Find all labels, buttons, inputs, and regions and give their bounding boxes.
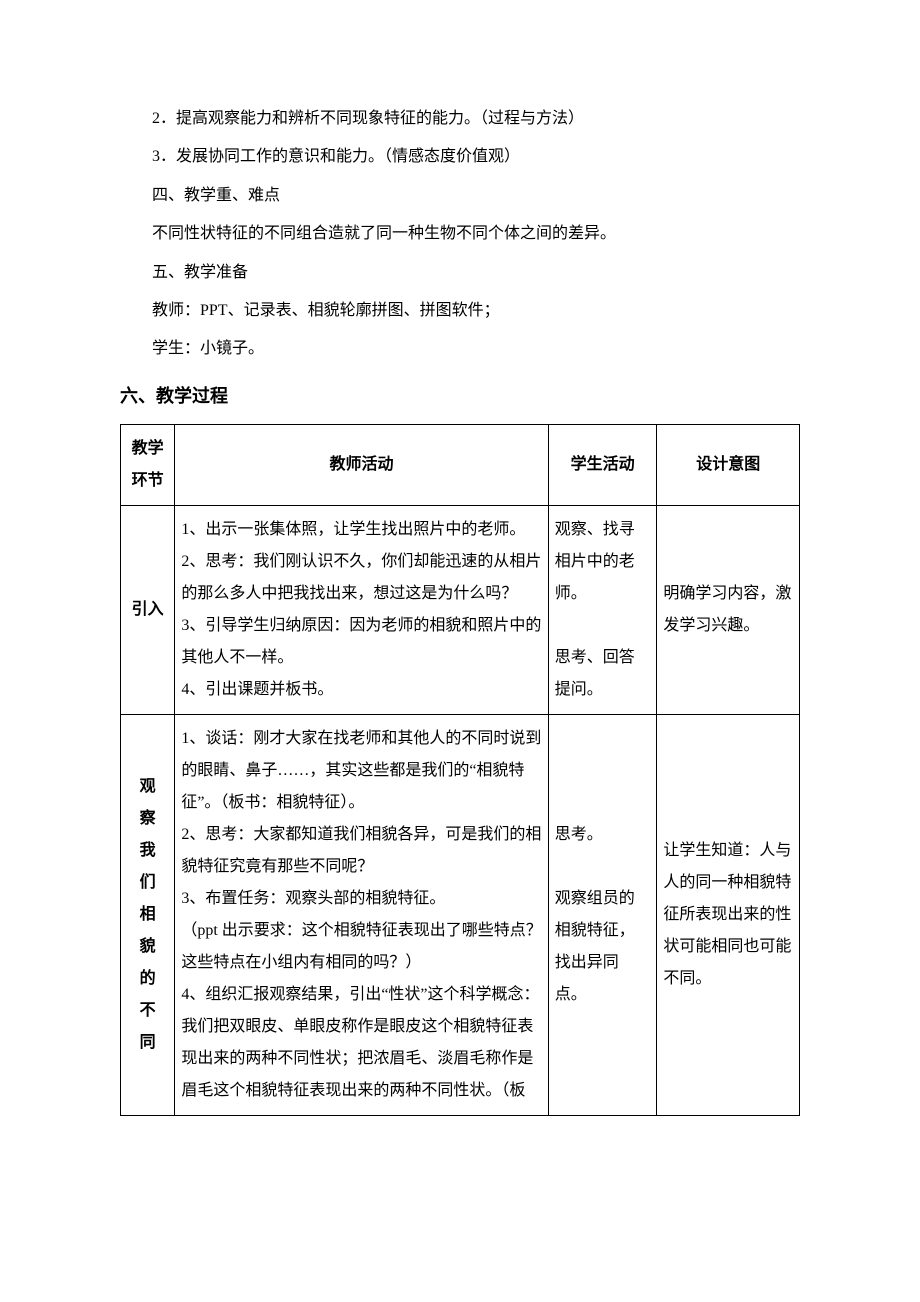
goal-item-3: 3．发展协同工作的意识和能力。（情感态度价值观） <box>120 138 800 176</box>
col-student: 学生活动 <box>548 425 657 506</box>
section-4-body: 不同性状特征的不同组合造就了同一种生物不同个体之间的差异。 <box>120 215 800 253</box>
section-4-heading: 四、教学重、难点 <box>120 177 800 215</box>
design-cell-1: 明确学习内容，激发学习兴趣。 <box>657 506 800 715</box>
col-teacher: 教师活动 <box>175 425 548 506</box>
table-header-row: 教学环节 教师活动 学生活动 设计意图 <box>121 425 800 506</box>
teacher-cell-2: 1、谈话：刚才大家在找老师和其他人的不同时说到的眼睛、鼻子……，其实这些都是我们… <box>175 715 548 1116</box>
section-5-teacher: 教师：PPT、记录表、相貌轮廓拼图、拼图软件； <box>120 292 800 330</box>
stage-cell-1: 引入 <box>121 506 175 715</box>
section-5-heading: 五、教学准备 <box>120 254 800 292</box>
section-5-student: 学生：小镜子。 <box>120 330 800 368</box>
table-row: 观察我们相貌的不同 1、谈话：刚才大家在找老师和其他人的不同时说到的眼睛、鼻子…… <box>121 715 800 1116</box>
student-cell-1: 观察、找寻相片中的老师。思考、回答提问。 <box>548 506 657 715</box>
table-row: 引入 1、出示一张集体照，让学生找出照片中的老师。2、思考：我们刚认识不久，你们… <box>121 506 800 715</box>
design-cell-2: 让学生知道：人与人的同一种相貌特征所表现出来的性状可能相同也可能不同。 <box>657 715 800 1116</box>
student-cell-2: 思考。观察组员的相貌特征，找出异同点。 <box>548 715 657 1116</box>
stage-cell-2: 观察我们相貌的不同 <box>121 715 175 1116</box>
col-stage: 教学环节 <box>121 425 175 506</box>
teacher-cell-1: 1、出示一张集体照，让学生找出照片中的老师。2、思考：我们刚认识不久，你们却能迅… <box>175 506 548 715</box>
col-design: 设计意图 <box>657 425 800 506</box>
section-6-heading: 六、教学过程 <box>120 377 800 417</box>
teaching-process-table: 教学环节 教师活动 学生活动 设计意图 引入 1、出示一张集体照，让学生找出照片… <box>120 424 800 1116</box>
goal-item-2: 2．提高观察能力和辨析不同现象特征的能力。（过程与方法） <box>120 100 800 138</box>
